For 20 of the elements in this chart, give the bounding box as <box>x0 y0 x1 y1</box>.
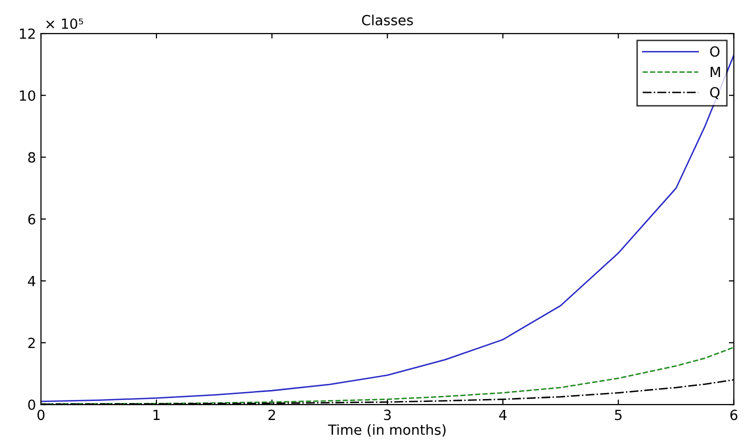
y-tick-label: 2 <box>28 338 35 348</box>
y-tick-label: 0 <box>28 400 36 410</box>
legend-label: O <box>710 46 720 57</box>
legend-label: M <box>710 66 720 77</box>
x-axis-title: Time (in months) <box>328 424 446 437</box>
x-tick-label: 6 <box>730 410 738 420</box>
y-tick-label: 10 <box>20 90 36 101</box>
y-tick-label: 12 <box>20 28 35 39</box>
x-tick-label: 5 <box>615 410 622 420</box>
legend-label: Q <box>710 87 720 100</box>
x-tick-label: 1 <box>154 410 160 420</box>
x-tick-label: 4 <box>499 410 507 420</box>
x-tick-label: 0 <box>37 410 44 420</box>
y-tick-label: 6 <box>28 214 36 225</box>
x-tick-label: 3 <box>384 410 391 420</box>
chart-title: Classes <box>362 14 413 26</box>
x-tick-label: 2 <box>268 410 275 420</box>
text: × 10⁵ <box>46 18 84 29</box>
y-tick-label: 8 <box>28 152 36 163</box>
y-tick-label: 4 <box>28 276 36 286</box>
